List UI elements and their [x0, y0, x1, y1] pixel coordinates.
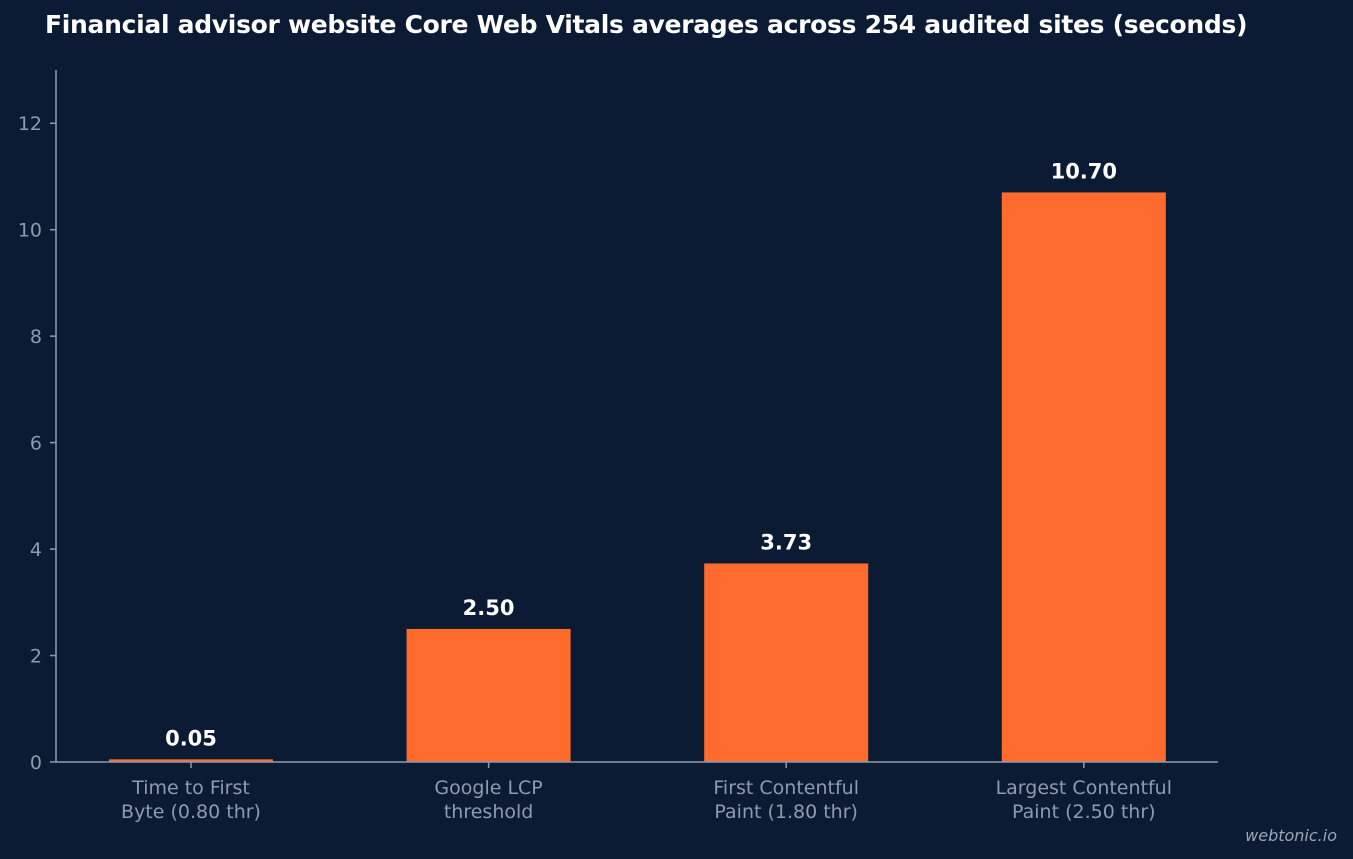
y-tick-label: 2 — [30, 646, 42, 668]
x-axis: Time to First Byte (0.80 thr) Google LCP th… — [56, 761, 1218, 823]
bar-value-label: 3.73 — [760, 530, 812, 554]
y-axis: 0 2 4 6 8 10 12 — [18, 70, 57, 774]
x-tick-label-line: Largest Contentful — [996, 777, 1172, 799]
bar-value-label: 0.05 — [165, 726, 217, 750]
bar — [704, 563, 869, 762]
y-tick-label: 4 — [30, 539, 42, 561]
y-tick-label: 8 — [30, 326, 42, 348]
bar — [1001, 192, 1166, 762]
x-tick-label: Largest Contentful Paint (2.50 thr) — [996, 777, 1172, 823]
x-tick-label-line: threshold — [444, 801, 533, 823]
x-tick-label: First Contentful Paint (1.80 thr) — [713, 777, 859, 823]
x-tick-label: Time to First Byte (0.80 thr) — [121, 777, 261, 823]
bar — [109, 759, 273, 762]
chart-title: Financial advisor website Core Web Vital… — [45, 10, 1248, 39]
x-tick-label-line: Paint (1.80 thr) — [714, 801, 858, 823]
x-tick-label-line: Google LCP — [434, 777, 542, 799]
x-tick-label-line: Time to First — [131, 777, 250, 799]
bars: 0.05 2.50 3.73 10.70 — [109, 159, 1166, 762]
x-tick-label: Google LCP threshold — [434, 777, 542, 823]
y-tick-label: 10 — [18, 220, 42, 242]
x-tick-label-line: Byte (0.80 thr) — [121, 801, 261, 823]
watermark: webtonic.io — [1245, 826, 1337, 845]
y-tick-label: 12 — [18, 113, 42, 135]
y-tick-label: 0 — [30, 752, 42, 774]
bar — [406, 628, 571, 762]
bar-value-label: 10.70 — [1051, 159, 1117, 183]
y-tick-label: 6 — [30, 433, 42, 455]
x-tick-label-line: Paint (2.50 thr) — [1012, 801, 1156, 823]
x-tick-label-line: First Contentful — [713, 777, 859, 799]
bar-value-label: 2.50 — [463, 596, 515, 620]
